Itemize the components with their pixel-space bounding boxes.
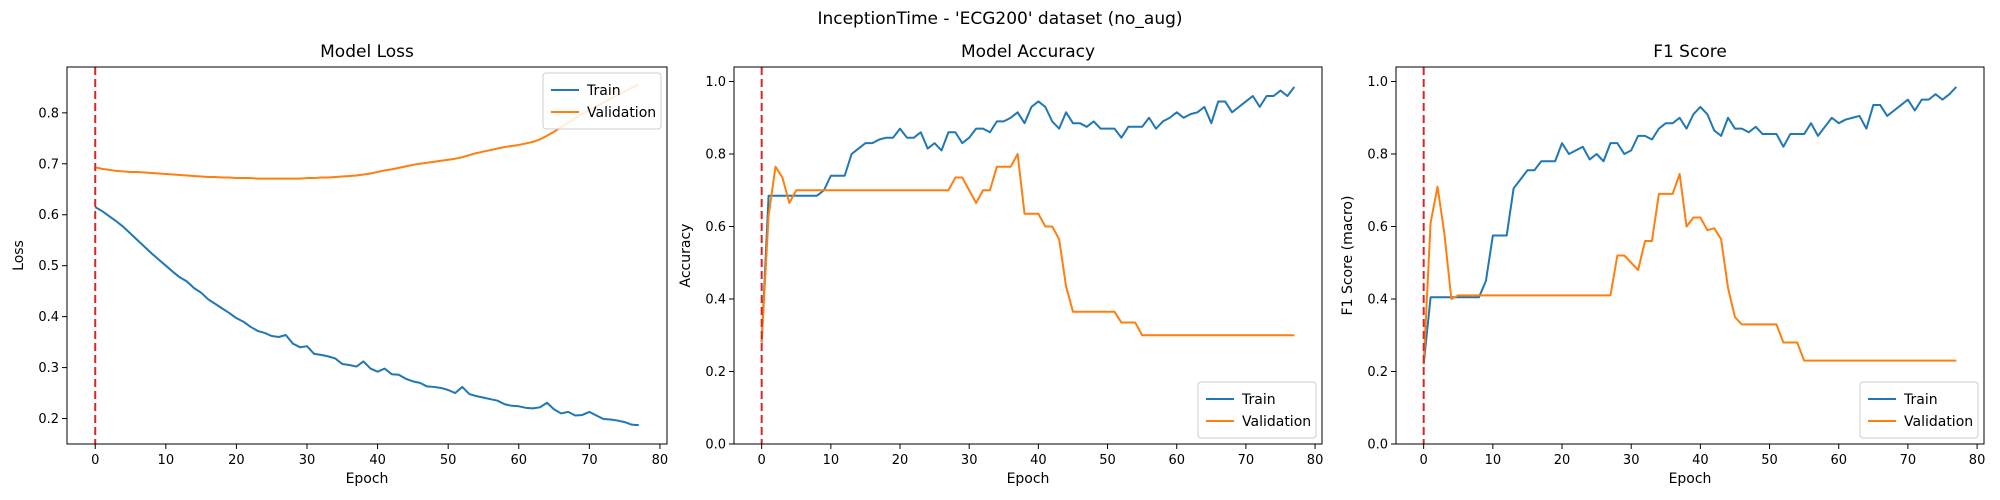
chart-panel-1: Model Loss 0 10 20 30 40 50 60 70 80 0.2 0.3 0.4 0.5 0… — [11, 42, 668, 487]
x-tick-label: 70 — [1900, 453, 1917, 468]
chart-panel-3: F1 Score 0 10 20 30 40 50 60 70 80 0.0 0.2 0.4 0.6 0.8… — [1340, 42, 1985, 487]
legend-label-train: Train — [1241, 392, 1276, 408]
series-line-train — [94, 206, 639, 427]
series-line-validation — [1422, 172, 1957, 365]
figure-suptitle: InceptionTime - 'ECG200' dataset (no_aug… — [817, 9, 1182, 29]
x-tick-label: 60 — [510, 453, 527, 468]
x-tick-label: 20 — [892, 453, 909, 468]
legend: Train Validation — [1859, 381, 1979, 439]
y-tick-label: 0.6 — [38, 208, 59, 223]
x-tick-label: 0 — [91, 453, 99, 468]
y-tick-label: 0.6 — [1367, 220, 1388, 235]
legend-label-train: Train — [1903, 392, 1938, 408]
x-tick-label: 20 — [1554, 453, 1571, 468]
y-tick-label: 0.4 — [38, 310, 59, 325]
legend-label-validation: Validation — [1904, 414, 1973, 430]
legend-label-validation: Validation — [587, 105, 656, 121]
y-tick-label: 0.3 — [38, 361, 59, 376]
chart-title: Model Accuracy — [961, 42, 1095, 62]
y-axis-label: Loss — [11, 240, 27, 271]
x-tick-label: 60 — [1830, 453, 1847, 468]
chart-panel-2: Model Accuracy 0 10 20 30 40 50 60 70 80 0.0 0.2 0.4… — [678, 42, 1323, 487]
y-tick-label: 0.0 — [705, 438, 726, 453]
y-tick-label: 0.6 — [705, 220, 726, 235]
x-tick-label: 50 — [440, 453, 457, 468]
y-tick-label: 0.4 — [705, 293, 726, 308]
y-tick-label: 0.0 — [1367, 438, 1388, 453]
x-tick-label: 70 — [581, 453, 598, 468]
y-tick-label: 0.2 — [38, 412, 59, 427]
x-tick-label: 10 — [158, 453, 175, 468]
x-tick-label: 20 — [228, 453, 245, 468]
y-tick-label: 0.8 — [38, 106, 59, 121]
x-tick-label: 80 — [1969, 453, 1986, 468]
x-tick-label: 10 — [823, 453, 840, 468]
x-axis-label: Epoch — [1007, 471, 1050, 487]
y-tick-label: 0.8 — [1367, 148, 1388, 163]
x-tick-label: 70 — [1238, 453, 1255, 468]
y-tick-label: 0.2 — [1367, 365, 1388, 380]
legend-box — [1859, 381, 1979, 439]
y-tick-label: 0.5 — [38, 259, 59, 274]
y-tick-label: 1.0 — [1367, 75, 1388, 90]
x-tick-label: 0 — [758, 453, 766, 468]
plot-frame — [733, 66, 1323, 445]
x-tick-label: 30 — [299, 453, 316, 468]
chart-title: F1 Score — [1653, 42, 1727, 62]
plot-frame — [66, 66, 668, 445]
x-tick-label: 50 — [1761, 453, 1778, 468]
series-line-train — [760, 86, 1296, 343]
legend-box — [542, 72, 662, 130]
series-line-validation — [95, 83, 640, 180]
y-tick-label: 0.7 — [38, 157, 59, 172]
x-tick-label: 40 — [1030, 453, 1047, 468]
legend: Train Validation — [542, 72, 662, 130]
x-tick-label: 30 — [961, 453, 978, 468]
legend: Train Validation — [1197, 381, 1317, 439]
x-tick-label: 0 — [1420, 453, 1428, 468]
x-axis-label: Epoch — [346, 471, 389, 487]
y-axis-label: Accuracy — [678, 224, 694, 288]
y-tick-label: 0.2 — [705, 365, 726, 380]
legend-label-train: Train — [586, 83, 621, 99]
y-tick-label: 0.4 — [1367, 293, 1388, 308]
y-axis-label: F1 Score (macro) — [1340, 196, 1356, 316]
chart-title: Model Loss — [320, 42, 414, 62]
plot-frame — [1395, 66, 1985, 445]
y-tick-label: 0.8 — [705, 148, 726, 163]
x-tick-label: 40 — [369, 453, 386, 468]
x-tick-label: 40 — [1692, 453, 1709, 468]
chart-panels: Model Loss 0 10 20 30 40 50 60 70 80 0.2 0.3 0.4 0.5 0… — [11, 42, 1985, 487]
y-tick-label: 1.0 — [705, 75, 726, 90]
x-tick-label: 80 — [1307, 453, 1324, 468]
x-tick-label: 50 — [1099, 453, 1116, 468]
legend-box — [1197, 381, 1317, 439]
x-tick-label: 10 — [1485, 453, 1502, 468]
x-tick-label: 60 — [1168, 453, 1185, 468]
x-axis-label: Epoch — [1669, 471, 1712, 487]
x-tick-label: 80 — [652, 453, 669, 468]
series-line-validation — [760, 153, 1295, 343]
series-line-train — [1422, 86, 1958, 365]
x-tick-label: 30 — [1623, 453, 1640, 468]
legend-label-validation: Validation — [1242, 414, 1311, 430]
